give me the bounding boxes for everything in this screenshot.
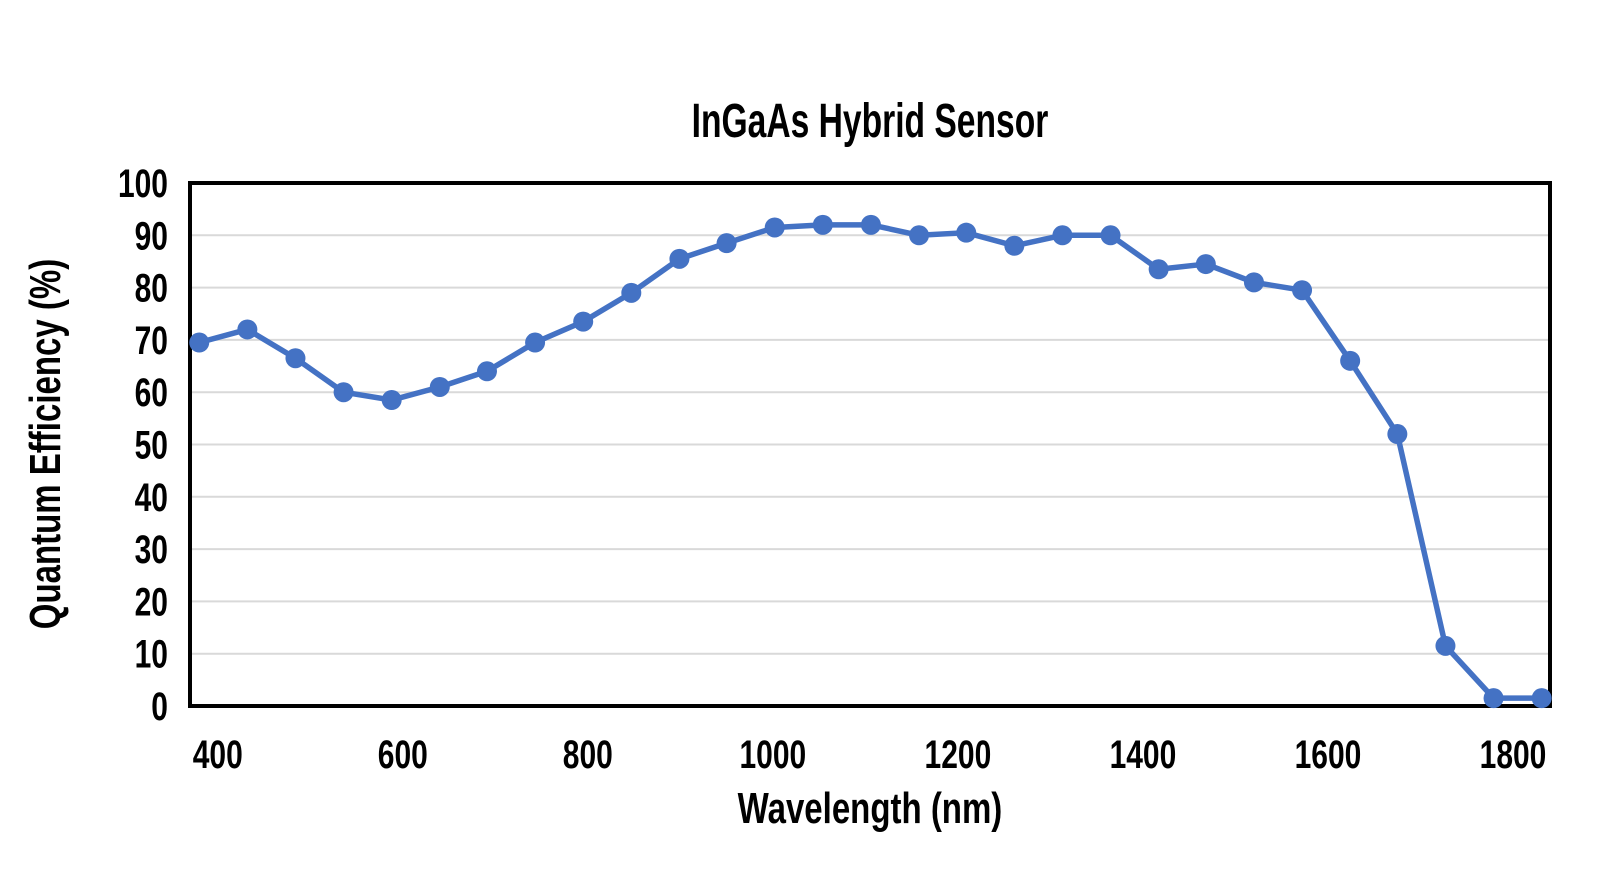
y-tick-label: 50 [135, 423, 168, 467]
data-point-marker [1531, 688, 1552, 709]
chart-title: InGaAs Hybrid Sensor [691, 95, 1049, 148]
x-tick-label: 1400 [1110, 733, 1177, 777]
y-tick-label: 40 [135, 476, 168, 520]
data-point-marker [1435, 635, 1456, 656]
y-tick-label: 20 [135, 580, 168, 624]
data-point-marker [812, 214, 833, 235]
data-point-marker [860, 214, 881, 235]
data-point-marker [525, 332, 546, 353]
data-point-marker [764, 217, 785, 238]
data-point-marker [1243, 272, 1264, 293]
y-tick-label: 70 [135, 319, 168, 363]
y-tick-label: 90 [135, 214, 168, 258]
data-point-marker [1004, 235, 1025, 256]
y-tick-label: 0 [151, 685, 168, 729]
data-point-marker [429, 376, 450, 397]
x-axis-label: Wavelength (nm) [737, 784, 1003, 833]
data-point-marker [573, 311, 594, 332]
data-point-marker [621, 282, 642, 303]
x-tick-label: 1000 [739, 733, 806, 777]
data-point-marker [1195, 254, 1216, 275]
data-point-marker [669, 248, 690, 269]
x-tick-label: 1600 [1295, 733, 1362, 777]
data-point-marker [189, 332, 210, 353]
data-point-marker [1148, 259, 1169, 280]
y-tick-label: 100 [118, 162, 168, 206]
data-point-marker [285, 348, 306, 369]
data-point-marker [1387, 424, 1408, 445]
x-tick-label: 1200 [925, 733, 992, 777]
x-tick-label: 400 [193, 733, 243, 777]
data-point-marker [381, 390, 402, 411]
data-point-marker [909, 225, 930, 246]
data-point-marker [1483, 688, 1504, 709]
x-tick-label: 1800 [1480, 733, 1547, 777]
data-point-marker [956, 222, 977, 243]
data-point-marker [1292, 280, 1313, 301]
data-point-marker [1340, 350, 1361, 371]
y-tick-label: 80 [135, 267, 168, 311]
plot-border [188, 181, 1552, 708]
data-point-marker [476, 361, 497, 382]
y-tick-label: 10 [135, 633, 168, 677]
data-point-marker [716, 233, 737, 254]
data-point-marker [1052, 225, 1073, 246]
data-point-marker [1100, 225, 1121, 246]
y-tick-label: 60 [135, 371, 168, 415]
y-tick-label: 30 [135, 528, 168, 572]
data-point-marker [333, 382, 354, 403]
x-tick-label: 800 [563, 733, 613, 777]
x-tick-label: 600 [378, 733, 428, 777]
data-point-marker [237, 319, 258, 340]
series-line [196, 222, 1545, 701]
